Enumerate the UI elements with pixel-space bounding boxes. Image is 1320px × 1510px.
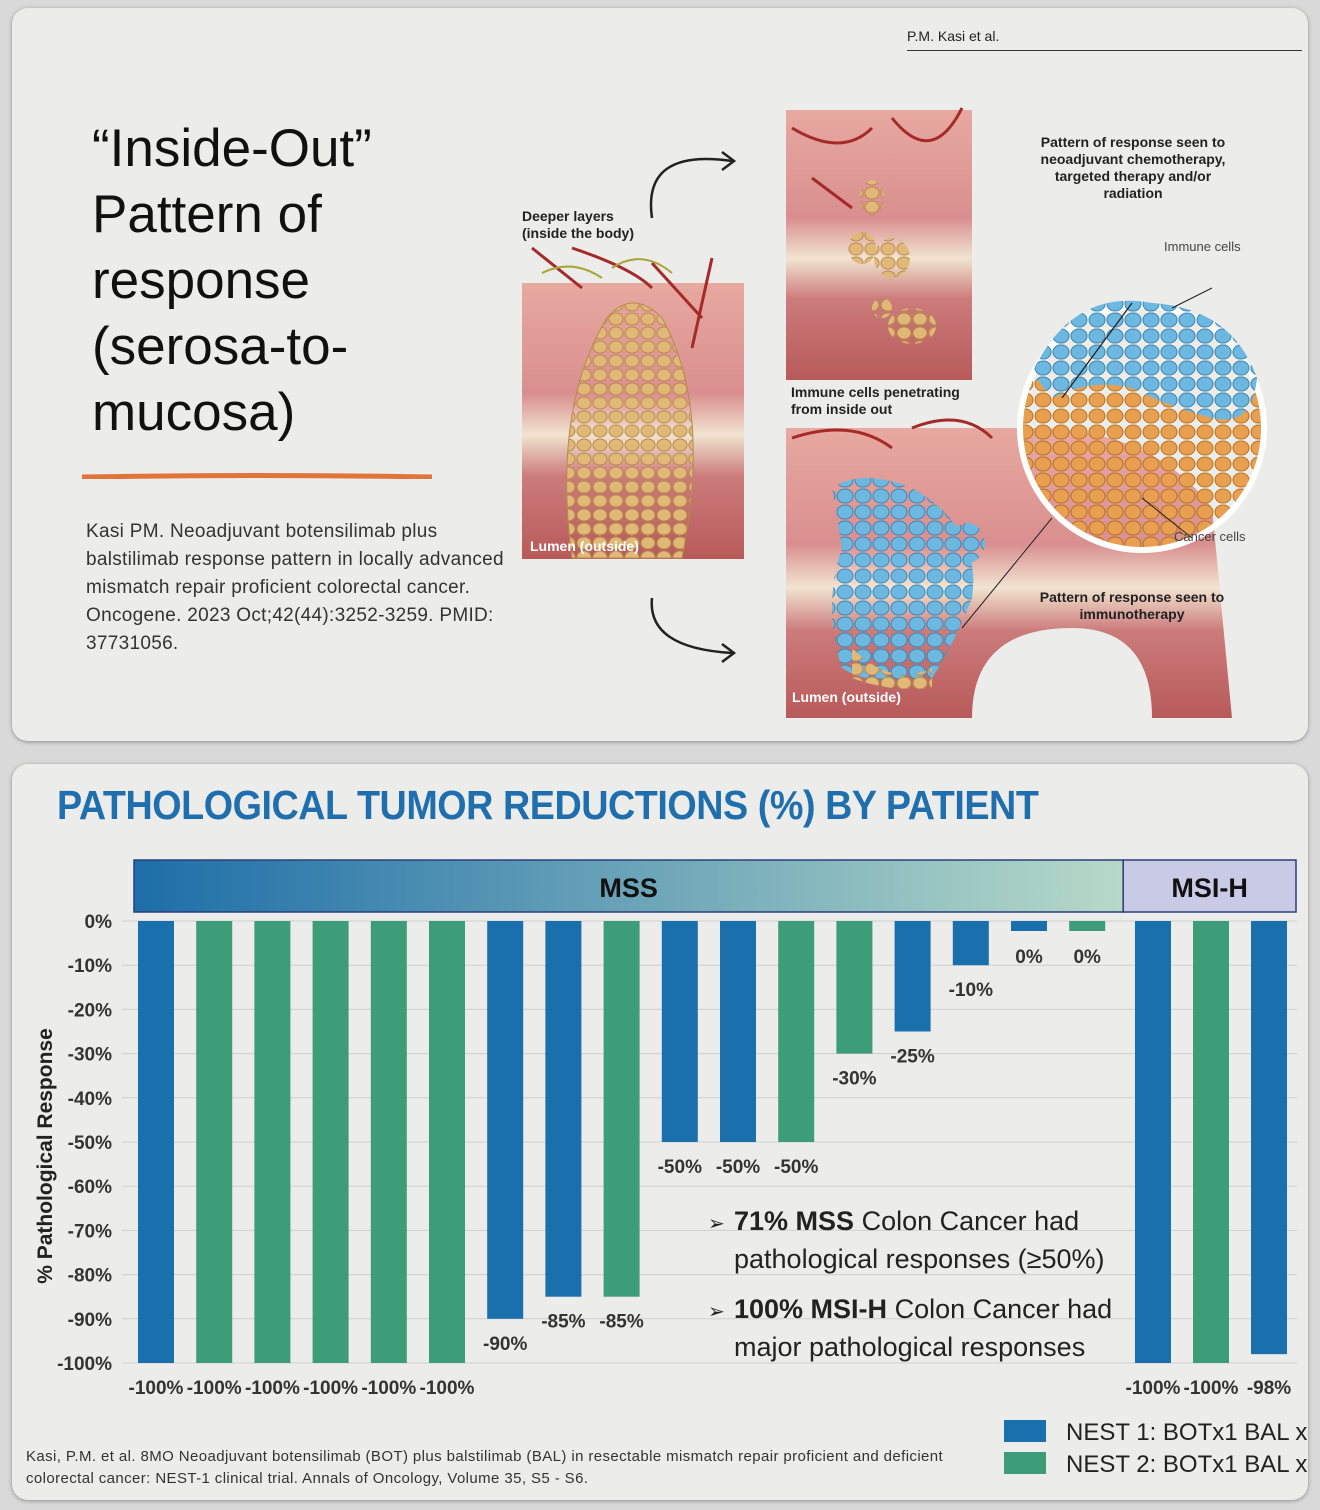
data-label: -25%: [890, 1047, 934, 1068]
slide-title: “Inside-Out” Pattern of response (serosa…: [92, 119, 372, 442]
bar: [894, 921, 931, 1032]
bar: [1069, 921, 1106, 931]
annotation-line1: 71% MSS Colon Cancer had: [734, 1206, 1079, 1236]
data-label: -100%: [303, 1378, 358, 1399]
bar: [1135, 921, 1171, 1363]
arrow-up: [649, 157, 733, 219]
data-label: -100%: [361, 1378, 416, 1399]
label-lumen-left: Lumen (outside): [530, 538, 639, 554]
group-label-msi-h: MSI-H: [1171, 873, 1248, 903]
chart-footnote: Kasi, P.M. et al. 8MO Neoadjuvant botens…: [26, 1448, 944, 1487]
label-pattern-immuno: Pattern of response seen to immunotherap…: [1039, 589, 1225, 622]
label-pattern-chemo: Pattern of response seen to neoadjuvant …: [1040, 134, 1226, 201]
data-label: 0%: [1015, 947, 1043, 968]
data-label: -50%: [716, 1157, 760, 1178]
bar: [429, 921, 465, 1363]
annotation-bullet-icon: ➢: [708, 1299, 725, 1323]
data-label: -100%: [187, 1378, 242, 1399]
data-label: -50%: [658, 1157, 702, 1178]
tissue-illustration: [522, 107, 1267, 718]
data-label: -90%: [483, 1334, 527, 1355]
label-immune-cells: Immune cells: [1164, 239, 1241, 254]
data-label: -100%: [420, 1378, 475, 1399]
label-immune-penetrating: Immune cells penetrating from inside out: [791, 384, 960, 417]
y-tick-label: -90%: [68, 1310, 112, 1331]
legend-swatch: [1004, 1452, 1046, 1474]
tumor-reduction-chart-panel: PATHOLOGICAL TUMOR REDUCTIONS (%) BY PAT…: [12, 764, 1308, 1500]
data-label: -98%: [1247, 1378, 1291, 1399]
data-label: -100%: [1126, 1378, 1181, 1399]
author-tag: P.M. Kasi et al.: [907, 28, 1000, 44]
y-tick-label: -80%: [68, 1266, 112, 1287]
bar: [370, 921, 407, 1363]
annotation-line1: 100% MSI-H Colon Cancer had: [734, 1294, 1112, 1324]
data-label: -30%: [832, 1069, 876, 1090]
bar: [254, 921, 291, 1363]
y-tick-label: -50%: [68, 1133, 112, 1154]
annotation-line2: major pathological responses: [734, 1332, 1085, 1362]
bar: [487, 921, 524, 1319]
label-deeper-layers: Deeper layers (inside the body): [522, 208, 634, 241]
y-tick-label: -40%: [68, 1089, 112, 1110]
data-label: -100%: [245, 1378, 300, 1399]
y-tick-label: -30%: [68, 1045, 112, 1066]
legend-label: NEST 1: BOTx1 BAL x2: [1066, 1419, 1308, 1446]
bar: [778, 921, 815, 1142]
tissue-block-top: [786, 107, 972, 380]
y-tick-label: -10%: [68, 956, 112, 977]
data-label: -100%: [1184, 1378, 1239, 1399]
bar: [836, 921, 873, 1054]
data-label: -100%: [129, 1378, 184, 1399]
data-label: -50%: [774, 1157, 818, 1178]
bar: [1251, 921, 1287, 1355]
inside-out-slide: P.M. Kasi et al. “Inside-Out” Pattern of…: [12, 8, 1308, 741]
orange-underline: [82, 473, 432, 479]
label-cancer-cells: Cancer cells: [1174, 529, 1246, 544]
data-label: -10%: [949, 980, 993, 1001]
y-tick-label: -70%: [68, 1221, 112, 1242]
cells-magnified-circle: [961, 287, 1267, 629]
bar: [312, 921, 349, 1363]
legend-label: NEST 2: BOTx1 BAL x4: [1066, 1451, 1308, 1478]
bar: [138, 921, 174, 1363]
annotation-line2: pathological responses (≥50%): [734, 1244, 1105, 1274]
bar: [720, 921, 756, 1142]
y-tick-label: -100%: [57, 1354, 112, 1375]
bar: [196, 921, 233, 1363]
bar: [603, 921, 640, 1297]
chart-title: PATHOLOGICAL TUMOR REDUCTIONS (%) BY PAT…: [57, 782, 1039, 828]
author-rule: [907, 50, 1302, 51]
label-lumen-right: Lumen (outside): [792, 689, 901, 705]
tissue-block-left: [522, 246, 744, 559]
annotation-bullet-icon: ➢: [708, 1211, 725, 1235]
y-tick-label: 0%: [85, 912, 113, 933]
group-header-msi-h: [1122, 859, 1297, 913]
data-label: -85%: [541, 1312, 585, 1333]
bar: [661, 921, 698, 1142]
bar: [1193, 921, 1229, 1363]
bar: [952, 921, 989, 966]
data-label: 0%: [1073, 947, 1101, 968]
arrow-down: [650, 597, 733, 655]
data-label: -85%: [599, 1312, 643, 1333]
y-tick-label: -20%: [68, 1000, 112, 1021]
y-tick-label: -60%: [68, 1177, 112, 1198]
bar: [545, 921, 582, 1297]
legend-swatch: [1004, 1420, 1046, 1442]
group-label-mss: MSS: [599, 873, 658, 903]
bar: [1011, 921, 1047, 931]
bar-chart: MSS MSI-H 0% -10% -20% -30% -40% -50% -60% -70% -8…: [34, 859, 1308, 1478]
citation-text: Kasi PM. Neoadjuvant botensilimab plus b…: [86, 521, 504, 654]
y-axis-label: % Pathological Response: [34, 1028, 57, 1284]
